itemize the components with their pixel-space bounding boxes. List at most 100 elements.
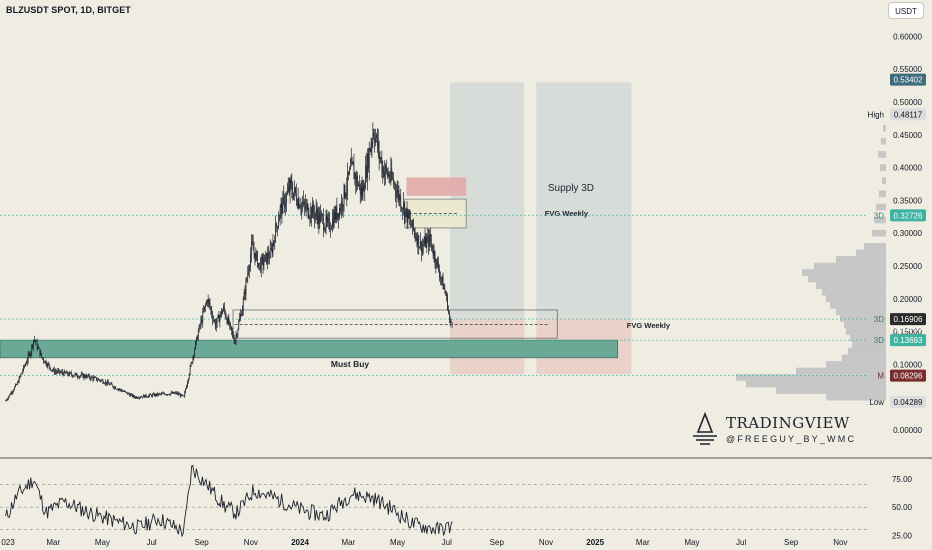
candle-body — [307, 204, 309, 218]
x-tick-label: 2024 — [291, 538, 309, 547]
candle-body — [14, 386, 15, 390]
candle-body — [51, 369, 52, 371]
candle-body — [359, 183, 361, 194]
candle-body — [246, 278, 248, 281]
candle-body — [343, 185, 345, 205]
currency-unit-button[interactable]: USDT — [888, 2, 924, 19]
candle-body — [358, 183, 360, 185]
volume-profile-bar — [826, 361, 886, 368]
candle-body — [222, 310, 223, 315]
candle-body — [191, 362, 193, 364]
candle-body — [149, 394, 150, 396]
candle-body — [377, 142, 379, 148]
candle-body — [235, 335, 237, 341]
candle-body — [183, 395, 185, 397]
candle-body — [314, 213, 316, 219]
price-label-7: 0.04289 — [894, 398, 923, 407]
candle-body — [107, 381, 109, 384]
candle-body — [448, 312, 450, 319]
candle-body — [268, 257, 270, 259]
candle-body — [318, 212, 320, 225]
candle-body — [441, 276, 443, 280]
candle-body — [372, 133, 374, 142]
y-tick-label: 0.20000 — [893, 295, 922, 304]
candle-body — [238, 321, 240, 330]
candle-body — [6, 399, 7, 401]
candle-body — [19, 376, 21, 378]
candle-body — [94, 377, 96, 379]
x-tick-label: Jul — [736, 538, 746, 547]
volume-profile-bar — [808, 275, 886, 283]
candle-body — [365, 165, 366, 188]
x-tick-label: 023 — [1, 538, 15, 547]
candle-body — [28, 353, 30, 355]
candle-body — [205, 304, 206, 307]
volume-profile — [736, 124, 886, 401]
candle-body — [282, 195, 284, 214]
candle-body — [331, 218, 333, 228]
candle-body — [75, 373, 77, 375]
candle-body — [143, 395, 145, 398]
candle-body — [52, 369, 53, 371]
candle-body — [44, 361, 46, 363]
candle-body — [425, 236, 427, 248]
candle-body — [313, 204, 314, 213]
candle-body — [251, 241, 253, 244]
candle-body — [224, 311, 226, 317]
candle-body — [328, 218, 330, 220]
candle-body — [424, 236, 426, 244]
candle-body — [221, 311, 222, 315]
candle-body — [40, 352, 42, 356]
candle-body — [154, 394, 156, 396]
candle-body — [7, 396, 9, 399]
candle-body — [354, 174, 356, 180]
candle-body — [273, 240, 275, 243]
candle-body — [129, 394, 131, 397]
candle-body — [346, 188, 348, 195]
candle-body — [241, 314, 242, 316]
candle-body — [206, 301, 208, 303]
volume-profile-bar — [796, 367, 886, 375]
candle-body — [252, 243, 254, 250]
candle-body — [57, 370, 59, 373]
candle-body — [430, 241, 432, 245]
candle-body — [178, 393, 179, 395]
candle-body — [150, 394, 151, 396]
candle-body — [9, 394, 11, 396]
candle-body — [430, 234, 431, 242]
candle-body — [70, 372, 72, 375]
candle-body — [391, 168, 393, 178]
candle-body — [56, 371, 58, 373]
candle-body — [61, 371, 62, 373]
candle-body — [241, 309, 243, 316]
candle-body — [413, 229, 415, 232]
candle-body — [421, 245, 423, 253]
candle-body — [182, 395, 184, 397]
candle-body — [36, 341, 38, 349]
candle-body — [380, 157, 382, 160]
candle-body — [184, 392, 186, 397]
candle-body — [309, 217, 311, 219]
candle-body — [5, 400, 6, 402]
candle-body — [288, 186, 290, 193]
candle-body — [96, 377, 97, 381]
candle-body — [88, 375, 90, 378]
candle-body — [396, 192, 398, 197]
candle-body — [266, 252, 267, 264]
candle-body — [60, 372, 61, 374]
candle-body — [202, 311, 204, 323]
candle-body — [173, 392, 175, 394]
price-label-prefix-6: M — [877, 372, 884, 381]
candle-body — [225, 316, 227, 319]
candle-body — [304, 204, 306, 209]
volume-profile-bar — [876, 203, 886, 211]
candle-body — [68, 374, 69, 376]
volume-profile-bar — [878, 151, 886, 158]
candlesticks — [5, 122, 453, 402]
candle-body — [168, 394, 169, 395]
candle-body — [179, 394, 181, 397]
candle-body — [58, 369, 60, 371]
candle-body — [243, 291, 245, 300]
candle-body — [274, 240, 276, 243]
